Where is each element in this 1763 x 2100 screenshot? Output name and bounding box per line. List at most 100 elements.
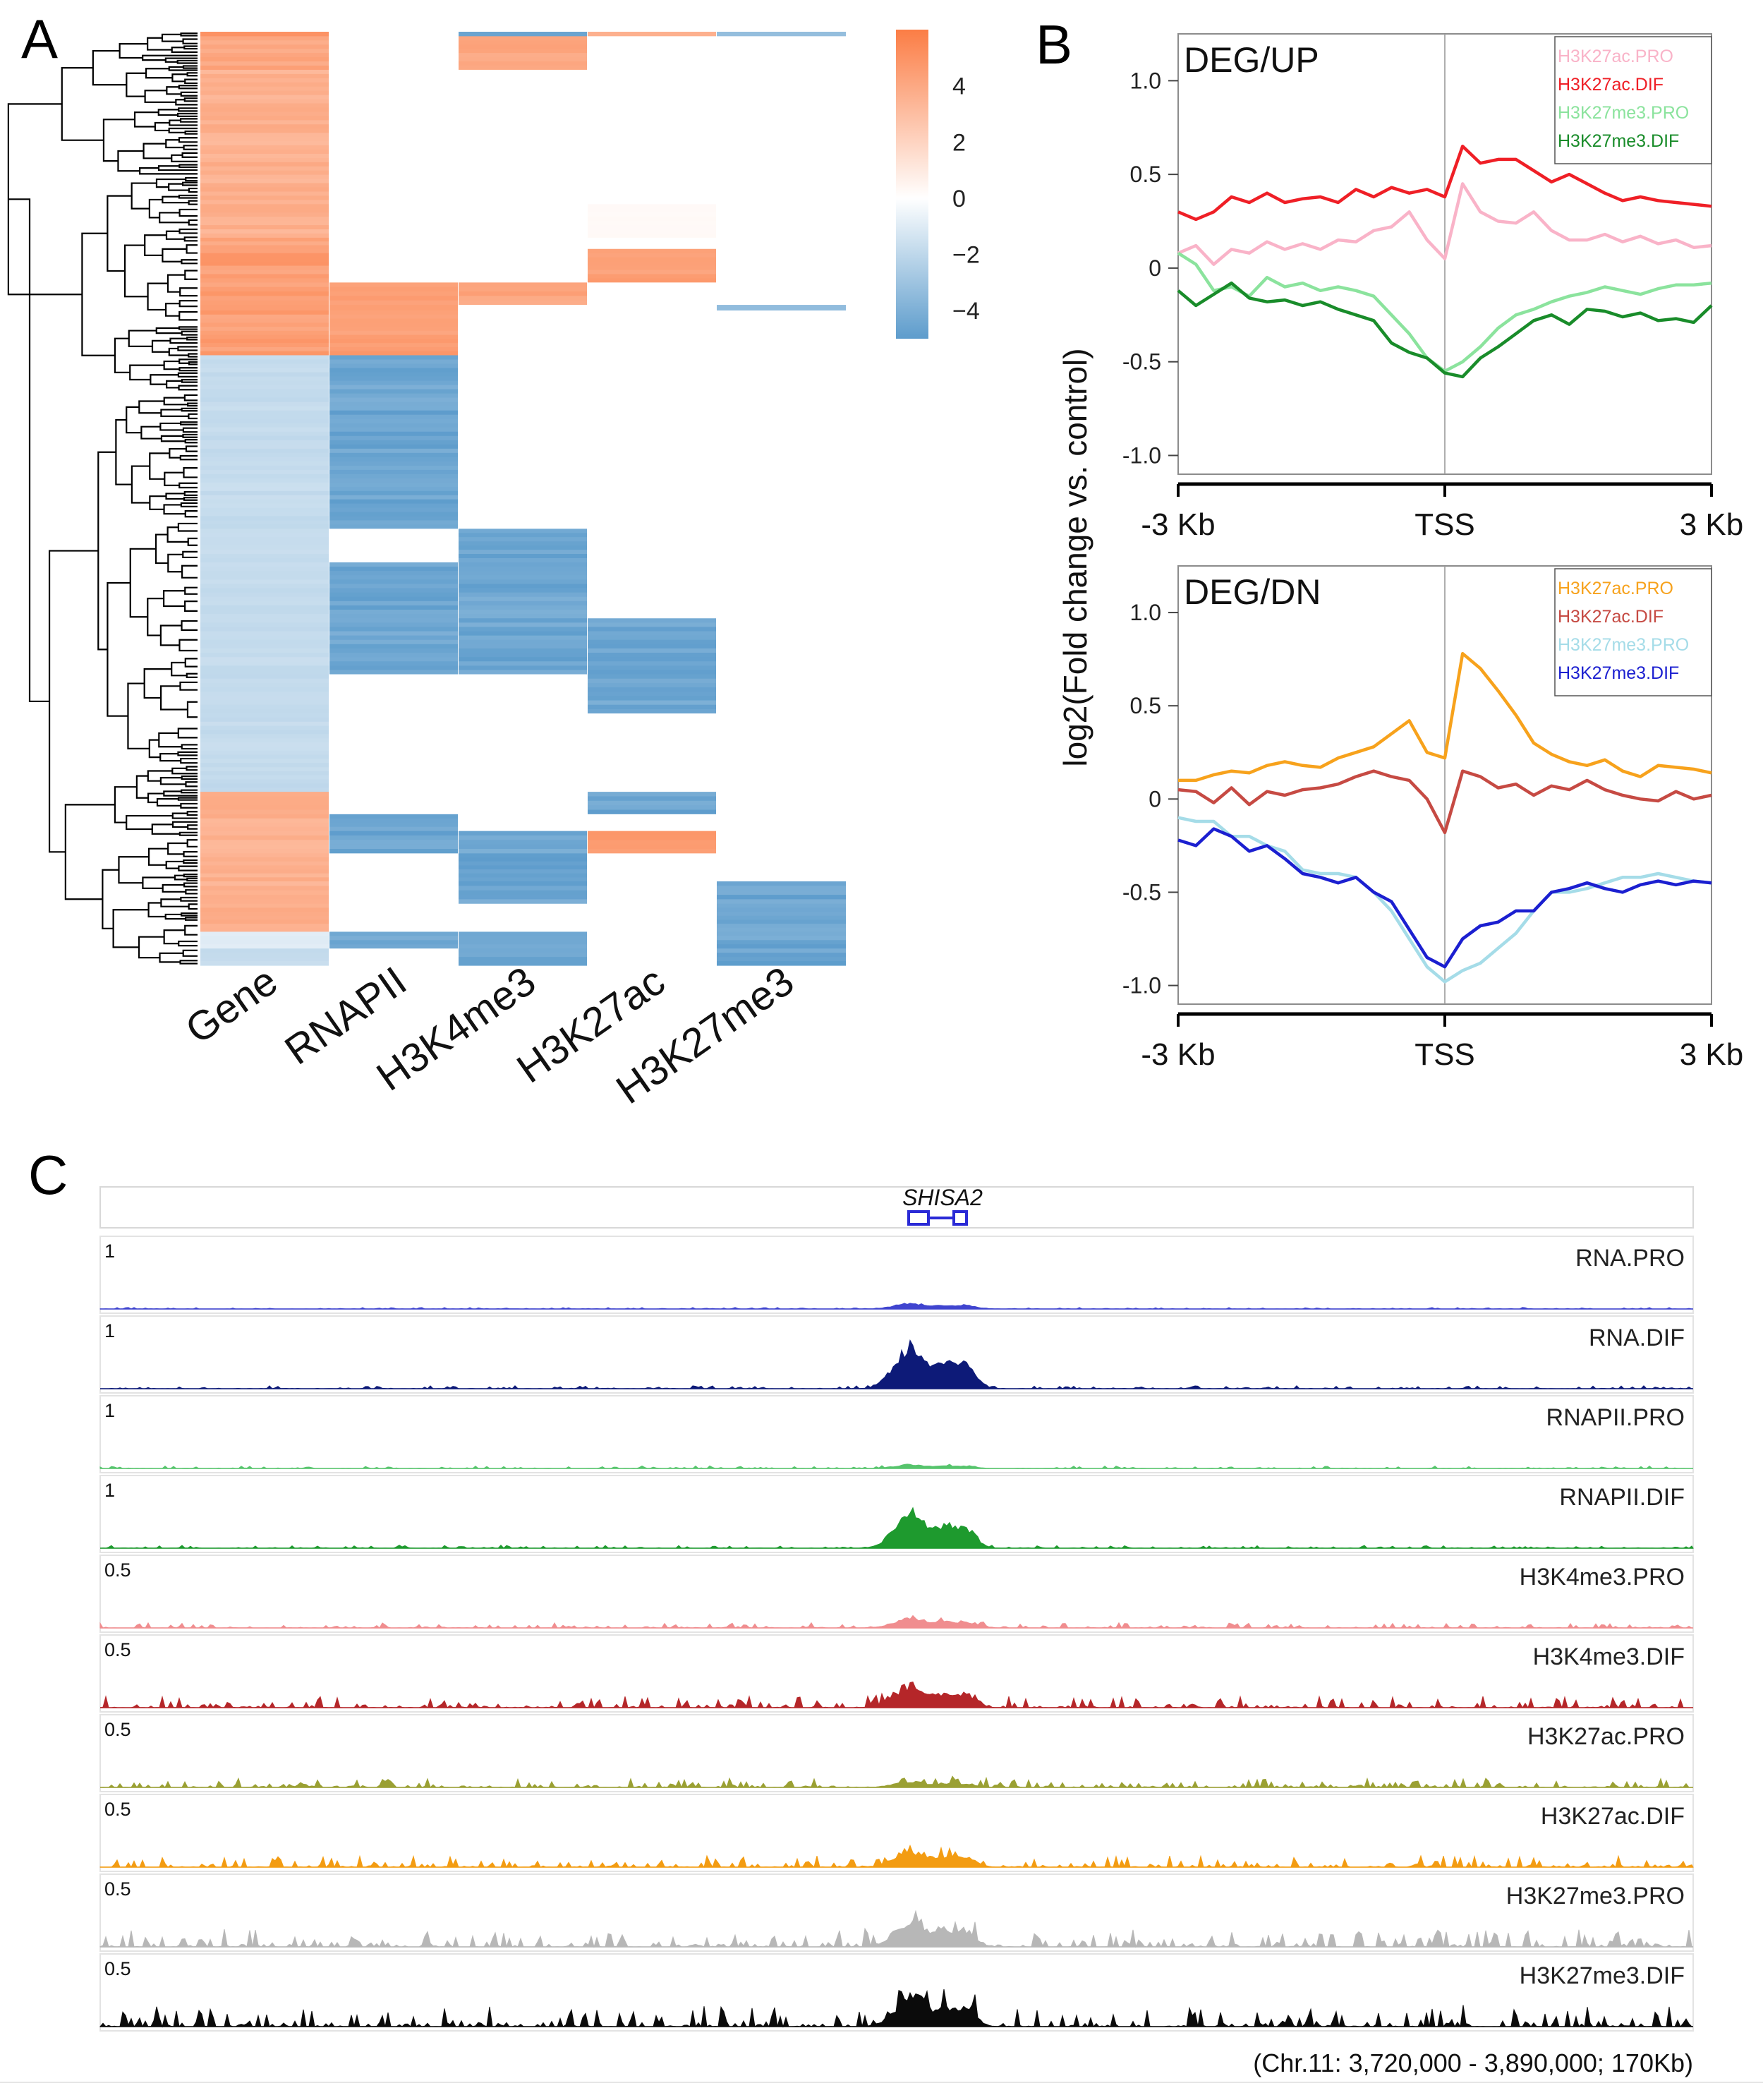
heatmap-cell (200, 61, 329, 66)
heatmap-cell (459, 120, 587, 125)
heatmap-cell (717, 550, 846, 555)
heatmap-cell (200, 779, 329, 785)
heatmap-cell (588, 545, 716, 550)
heatmap-cell (200, 339, 329, 344)
heatmap-cell (200, 473, 329, 479)
heatmap-cell (329, 225, 458, 230)
dendrogram-branch (188, 361, 198, 366)
heatmap-cell (459, 149, 587, 155)
heatmap-cell (459, 622, 587, 628)
heatmap-cell (200, 465, 329, 471)
heatmap-cell (588, 300, 716, 306)
track-scale: 0.5 (104, 1559, 131, 1581)
heatmap-cell (329, 351, 458, 356)
heatmap-cell (717, 631, 846, 636)
dendrogram-branch (178, 194, 198, 199)
heatmap-cell (717, 687, 846, 692)
heatmap-cell (200, 557, 329, 563)
heatmap-cell (459, 253, 587, 258)
heatmap-cell (329, 237, 458, 242)
heatmap-cell (717, 644, 846, 649)
heatmap-cell (588, 927, 716, 933)
dendrogram-branch (147, 282, 169, 311)
heatmap-cell (588, 746, 716, 752)
heatmap-cell (200, 69, 329, 75)
heatmap-cell (200, 86, 329, 92)
heatmap-cell (329, 191, 458, 196)
track-signal (99, 1989, 1693, 2028)
heatmap-cell (588, 359, 716, 365)
dendrogram-branch (185, 445, 198, 452)
heatmap-cell (329, 195, 458, 200)
x-tick-label: -3 Kb (1141, 507, 1215, 542)
heatmap-cell (329, 771, 458, 776)
heatmap-cell (459, 800, 587, 806)
heatmap-cell (588, 857, 716, 862)
track-name: H3K27me3.PRO (1506, 1883, 1685, 1909)
heatmap-cell (588, 296, 716, 301)
dendrogram-branch (127, 682, 150, 749)
dendrogram-branch (178, 385, 198, 391)
heatmap-cell (459, 507, 587, 513)
dendrogram-branch (126, 72, 147, 97)
heatmap-cell (717, 877, 846, 882)
track-name: H3K27me3.DIF (1520, 1962, 1685, 1989)
heatmap-cell (329, 157, 458, 163)
heatmap-cell (588, 948, 716, 953)
heatmap-cell (329, 478, 458, 483)
heatmap-cell (717, 406, 846, 411)
heatmap-cell (329, 614, 458, 619)
heatmap-cell (459, 792, 587, 797)
track-box (99, 1714, 1694, 1792)
heatmap-cell (200, 529, 329, 533)
heatmap-cell (459, 103, 587, 109)
heatmap-cell (717, 557, 846, 563)
x-tick-label: TSS (1414, 507, 1475, 542)
heatmap-cell (459, 440, 587, 445)
heatmap-cell (588, 775, 716, 780)
heatmap-cell (588, 734, 716, 739)
heatmap-cell (717, 253, 846, 258)
heatmap-cell (329, 903, 458, 909)
heatmap-cell (200, 393, 329, 399)
heatmap-cell (459, 414, 587, 420)
heatmap-cell (329, 814, 458, 819)
heatmap-cell (717, 486, 846, 492)
heatmap-cell (717, 221, 846, 226)
heatmap-cell (200, 771, 329, 776)
heatmap-cell (717, 915, 846, 921)
heatmap-cell (459, 644, 587, 649)
heatmap-cell (717, 953, 846, 958)
heatmap-cell (200, 490, 329, 496)
heatmap-cell (717, 754, 846, 759)
heatmap-cell (329, 278, 458, 283)
heatmap-cell (588, 674, 716, 680)
heatmap-cell (588, 372, 716, 378)
heatmap-cell (459, 814, 587, 819)
heatmap-cell (459, 840, 587, 845)
dendrogram-branch (176, 112, 198, 117)
heatmap-cell (459, 137, 587, 142)
heatmap-cell (459, 36, 587, 41)
heatmap-cell (459, 179, 587, 184)
heatmap-cell (200, 327, 329, 332)
heatmap-cell (329, 406, 458, 411)
heatmap-cell (329, 107, 458, 113)
dendrogram-branch (178, 831, 198, 836)
heatmap-cell (588, 670, 716, 675)
heatmap-cell (329, 754, 458, 759)
heatmap-cell (717, 869, 846, 874)
heatmap-cell (588, 783, 716, 788)
heatmap-cell (717, 601, 846, 606)
heatmap-cell (588, 237, 716, 242)
heatmap-cell (329, 575, 458, 580)
heatmap-cell (329, 179, 458, 184)
heatmap-cell (459, 524, 587, 529)
heatmap-cell (200, 363, 329, 369)
heatmap-cell (329, 618, 458, 623)
dendrogram-branch (178, 358, 198, 364)
heatmap-cell (717, 191, 846, 196)
heatmap-cell (329, 661, 458, 666)
heatmap-cell (717, 495, 846, 500)
heatmap-cell (717, 49, 846, 54)
